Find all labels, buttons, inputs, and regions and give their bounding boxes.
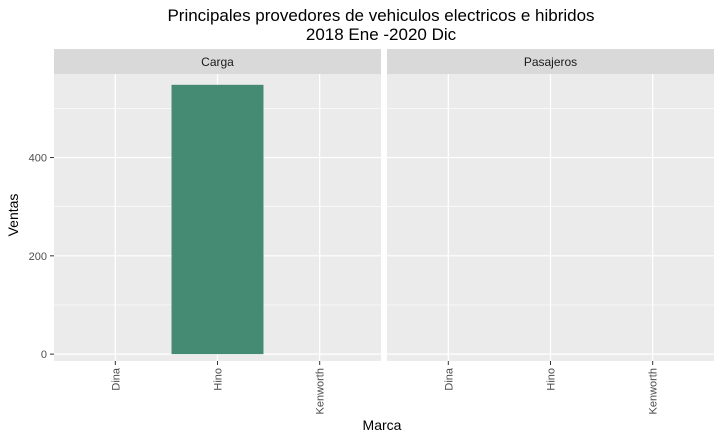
x-axis-title: Marca (363, 417, 402, 433)
x-tick-label: Hino (546, 368, 558, 391)
y-axis: 0 200 400 (29, 153, 54, 361)
x-tick-label: Dina (110, 367, 122, 391)
chart-title-line-2: 2018 Ene -2020 Dic (306, 25, 457, 44)
x-tick-label: Hino (213, 368, 225, 391)
facet-strip-label: Carga (201, 55, 234, 69)
chart-title-line-1: Principales provedores de vehiculos elec… (167, 6, 594, 25)
x-tick-label: Dina (443, 367, 455, 391)
x-tick-label: Kenworth (648, 368, 660, 414)
x-tick-label: Kenworth (315, 368, 327, 414)
y-tick-label: 0 (41, 349, 47, 361)
facet-strip (54, 49, 381, 74)
facet-panels: Carga Dina Hino Kenworth Pasajeros Dina Hino Ke… (54, 49, 714, 414)
y-axis-title: Ventas (5, 194, 21, 237)
facet-strip-label: Pasajeros (524, 55, 577, 69)
bar-carga-hino (171, 84, 264, 355)
y-tick-label: 400 (29, 153, 47, 165)
y-tick-label: 200 (29, 251, 47, 263)
facet-panel-pasajeros: Pasajeros Dina Hino Kenworth (387, 49, 714, 414)
facet-panel-carga: Carga Dina Hino Kenworth (54, 49, 381, 414)
facet-strip (387, 49, 714, 74)
